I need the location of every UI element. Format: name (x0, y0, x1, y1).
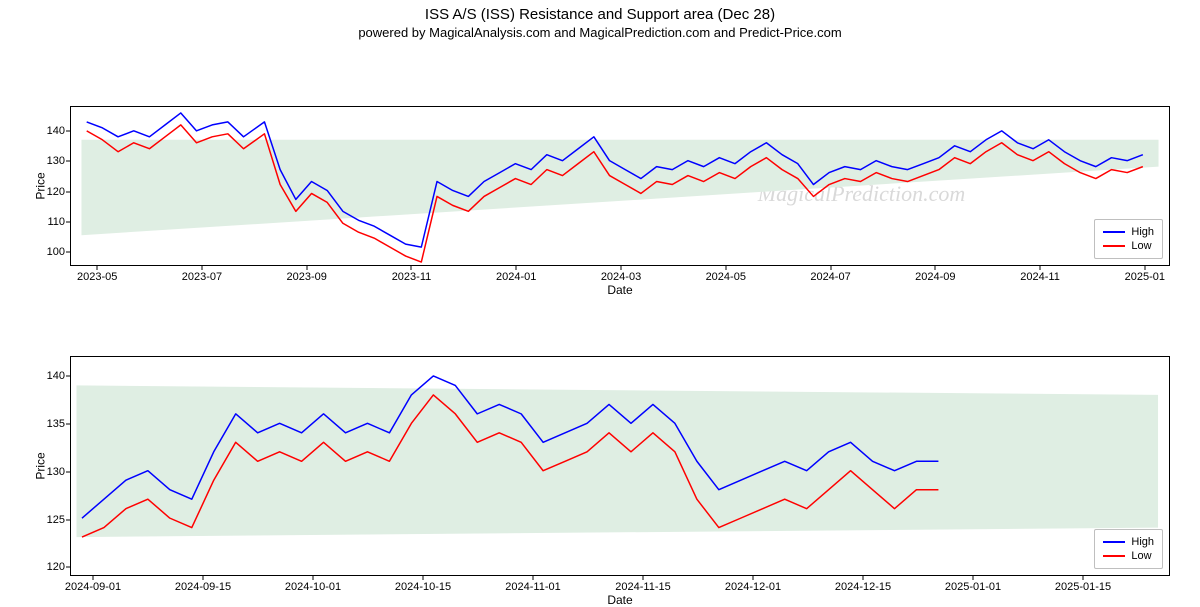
legend-label-high: High (1131, 226, 1154, 238)
legend-label-low: Low (1131, 240, 1151, 252)
legend-swatch-low (1103, 245, 1125, 247)
legend-label-low: Low (1131, 550, 1151, 562)
y-axis-label: Price (34, 452, 48, 479)
top-plot-area: MagicalAnalysis.com MagicalPrediction.co… (70, 106, 1170, 266)
legend-label-high: High (1131, 536, 1154, 548)
x-axis-label: Date (607, 593, 632, 607)
chart-legend: High Low (1094, 219, 1163, 259)
legend-swatch-high (1103, 541, 1125, 543)
legend-item-high: High (1103, 536, 1154, 548)
bottom-chart-svg (71, 357, 1169, 575)
support-resistance-zone (81, 140, 1158, 235)
legend-swatch-high (1103, 231, 1125, 233)
bottom-plot-area: MagicalAnalysis.com MagicalPrediction.co… (70, 356, 1170, 576)
chart-legend: High Low (1094, 529, 1163, 569)
chart-subtitle: powered by MagicalAnalysis.com and Magic… (0, 25, 1200, 40)
legend-swatch-low (1103, 555, 1125, 557)
x-axis-label: Date (607, 283, 632, 297)
legend-item-low: Low (1103, 550, 1154, 562)
y-axis-label: Price (34, 172, 48, 199)
support-resistance-zone (76, 385, 1158, 537)
legend-item-high: High (1103, 226, 1154, 238)
top-chart-svg (71, 107, 1169, 265)
chart-title: ISS A/S (ISS) Resistance and Support are… (0, 6, 1200, 23)
legend-item-low: Low (1103, 240, 1154, 252)
